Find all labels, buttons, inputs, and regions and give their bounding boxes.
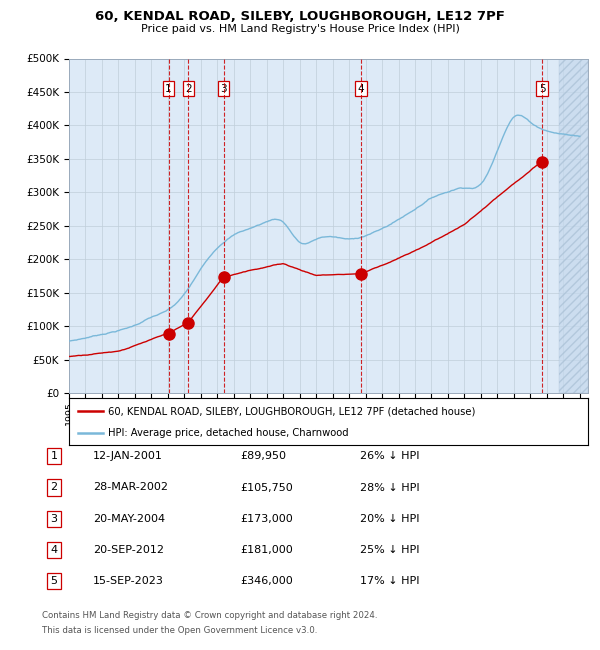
Text: 25% ↓ HPI: 25% ↓ HPI [360, 545, 419, 555]
Text: 2: 2 [185, 84, 191, 94]
Text: £173,000: £173,000 [240, 514, 293, 524]
Text: 4: 4 [358, 84, 364, 94]
Text: 3: 3 [50, 514, 58, 524]
Text: 28-MAR-2002: 28-MAR-2002 [93, 482, 168, 493]
Text: 60, KENDAL ROAD, SILEBY, LOUGHBOROUGH, LE12 7PF (detached house): 60, KENDAL ROAD, SILEBY, LOUGHBOROUGH, L… [108, 406, 475, 416]
Text: This data is licensed under the Open Government Licence v3.0.: This data is licensed under the Open Gov… [42, 626, 317, 635]
Text: £346,000: £346,000 [240, 576, 293, 586]
Text: 4: 4 [50, 545, 58, 555]
Text: 17% ↓ HPI: 17% ↓ HPI [360, 576, 419, 586]
Text: HPI: Average price, detached house, Charnwood: HPI: Average price, detached house, Char… [108, 428, 349, 437]
Text: 60, KENDAL ROAD, SILEBY, LOUGHBOROUGH, LE12 7PF: 60, KENDAL ROAD, SILEBY, LOUGHBOROUGH, L… [95, 10, 505, 23]
Bar [559, 58, 588, 393]
Text: 12-JAN-2001: 12-JAN-2001 [93, 451, 163, 462]
Text: 20-MAY-2004: 20-MAY-2004 [93, 514, 165, 524]
Text: £181,000: £181,000 [240, 545, 293, 555]
Text: 2: 2 [50, 482, 58, 493]
Text: 5: 5 [50, 576, 58, 586]
Text: 28% ↓ HPI: 28% ↓ HPI [360, 482, 419, 493]
Text: £89,950: £89,950 [240, 451, 286, 462]
Text: £105,750: £105,750 [240, 482, 293, 493]
Text: 1: 1 [165, 84, 172, 94]
Text: Price paid vs. HM Land Registry's House Price Index (HPI): Price paid vs. HM Land Registry's House … [140, 24, 460, 34]
Text: 5: 5 [539, 84, 545, 94]
Text: 1: 1 [50, 451, 58, 462]
Text: 20-SEP-2012: 20-SEP-2012 [93, 545, 164, 555]
Text: 3: 3 [220, 84, 227, 94]
Text: Contains HM Land Registry data © Crown copyright and database right 2024.: Contains HM Land Registry data © Crown c… [42, 611, 377, 620]
Text: 15-SEP-2023: 15-SEP-2023 [93, 576, 164, 586]
Text: 26% ↓ HPI: 26% ↓ HPI [360, 451, 419, 462]
Text: 20% ↓ HPI: 20% ↓ HPI [360, 514, 419, 524]
